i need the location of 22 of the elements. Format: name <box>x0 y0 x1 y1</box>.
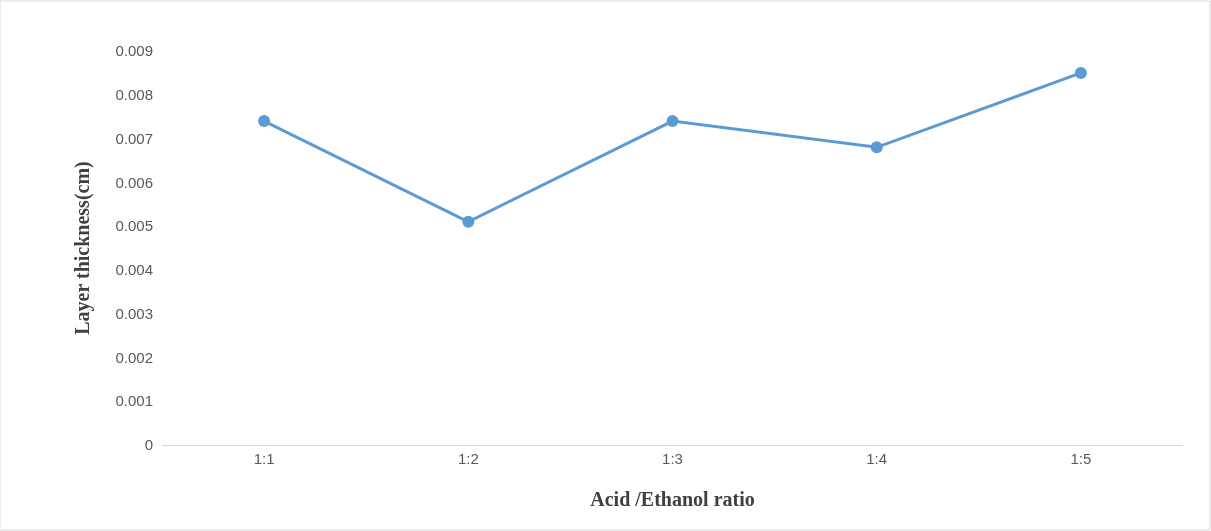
x-axis-title: Acid /Ethanol ratio <box>590 487 755 510</box>
y-tick-label: 0 <box>144 436 153 454</box>
point <box>870 141 883 154</box>
y-tick-label: 0.001 <box>115 392 153 410</box>
y-tick-label: 0.009 <box>115 42 153 60</box>
point <box>1074 66 1087 79</box>
point <box>666 115 679 128</box>
x-tick-label: 1:4 <box>866 450 888 467</box>
x-tick-label: 1:5 <box>1070 450 1092 467</box>
y-tick-label: 0.002 <box>115 348 153 366</box>
y-tick-label: 0.006 <box>115 173 153 191</box>
x-tick-label: 1:2 <box>457 450 479 467</box>
y-tick-label: 0.007 <box>115 129 153 147</box>
y-tick-label: 0.005 <box>115 217 153 235</box>
y-axis-title: Layer thickness(cm) <box>70 161 94 335</box>
point <box>462 215 475 228</box>
point <box>258 115 271 128</box>
y-tick-label: 0.004 <box>115 261 153 279</box>
y-tick-label: 0.003 <box>115 304 153 322</box>
y-tick-label: 0.008 <box>115 86 153 104</box>
x-tick-label: 1:3 <box>662 450 683 467</box>
x-tick-label: 1:1 <box>253 450 275 467</box>
